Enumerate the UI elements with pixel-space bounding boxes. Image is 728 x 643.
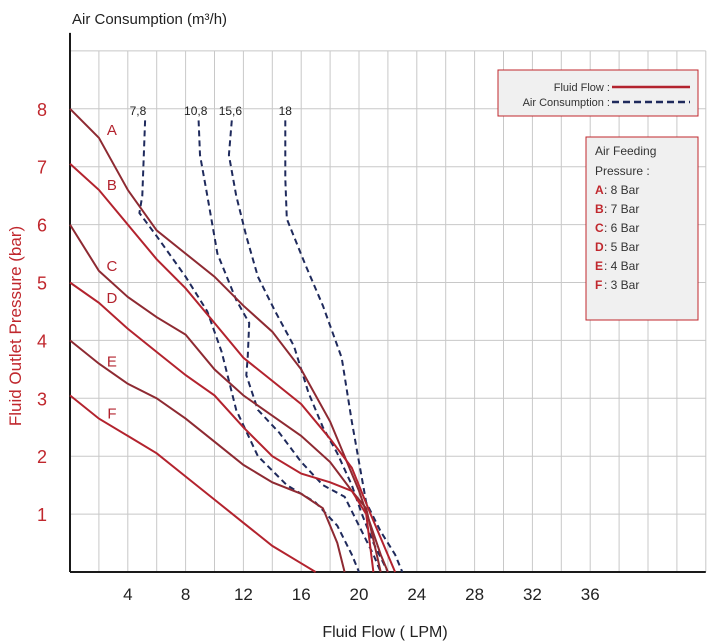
- x-tick-label: 32: [523, 585, 542, 604]
- fluid-flow-line: [69, 394, 317, 573]
- y-tick-label: 6: [37, 216, 47, 236]
- air-consumption-tick-label: 15,6: [219, 104, 243, 118]
- air-consumption-line: [197, 120, 382, 573]
- fluid-flow-series: A B CD E F: [69, 108, 397, 573]
- pressure-entry-label: : 4 Bar: [604, 259, 639, 273]
- x-tick-label: 28: [465, 585, 484, 604]
- pressure-box-title-line2: Pressure :: [595, 164, 650, 178]
- y-tick-label: 1: [37, 505, 47, 525]
- pressure-entry-key: E: [595, 259, 603, 273]
- pressure-entry-key: C: [595, 221, 604, 235]
- y-tick-label: 8: [37, 100, 47, 120]
- pressure-entry-e: E : 4 Bar: [595, 259, 639, 273]
- pressure-entry-label: : 3 Bar: [604, 278, 639, 292]
- x-tick-label: 36: [581, 585, 600, 604]
- fluid-curve-label: F: [107, 406, 116, 423]
- top-axis-title: Air Consumption (m³/h): [72, 11, 227, 28]
- air-consumption-line: [138, 120, 360, 573]
- y-tick-label: 4: [37, 331, 47, 351]
- air-consumption-line: [284, 120, 404, 573]
- x-tick-label: 16: [292, 585, 311, 604]
- pressure-entry-label: : 6 Bar: [604, 221, 639, 235]
- fluid-curve-label: E: [107, 353, 117, 370]
- x-axis-label: Fluid Flow ( LPM): [322, 624, 447, 641]
- pressure-box: Air Feeding Pressure : A : 8 Bar B : 7 B…: [585, 136, 699, 321]
- pressure-entry-key: A: [595, 183, 604, 197]
- pressure-entry-d: D : 5 Bar: [595, 240, 639, 254]
- x-tick-label: 12: [234, 585, 253, 604]
- air-consumption-tick-label: 7,8: [130, 104, 147, 118]
- air-consumption-tick-label: 18: [279, 104, 293, 118]
- pressure-entry-key: F: [595, 278, 602, 292]
- pressure-entry-label: : 7 Bar: [604, 202, 639, 216]
- pressure-entry-c: C : 6 Bar: [595, 221, 639, 235]
- pressure-entry-key: D: [595, 240, 604, 254]
- pressure-entry-f: F : 3 Bar: [595, 278, 639, 292]
- pressure-entry-a: A : 8 Bar: [595, 183, 639, 197]
- fluid-curve-label: B: [107, 177, 117, 194]
- y-axis-label: Fluid Outlet Pressure (bar): [6, 226, 25, 426]
- fluid-flow-line: [69, 281, 375, 573]
- fluid-curve-label: C: [106, 258, 117, 275]
- x-tick-label: 20: [350, 585, 369, 604]
- y-tick-label: 3: [37, 389, 47, 409]
- fluid-flow-line: [69, 339, 346, 573]
- y-tick-label: 5: [37, 274, 47, 294]
- fluid-curve-label: A: [107, 122, 117, 139]
- air-consumption-tick-label: 10,8: [184, 104, 208, 118]
- legend-fluid-flow-label: Fluid Flow :: [554, 82, 610, 94]
- pressure-box-title-line1: Air Feeding: [595, 144, 656, 158]
- x-tick-label: 8: [181, 585, 190, 604]
- pressure-entry-label: : 5 Bar: [604, 240, 639, 254]
- fluid-flow-line: [69, 108, 389, 573]
- fluid-flow-line: [69, 163, 397, 573]
- y-tick-label: 2: [37, 447, 47, 467]
- legend-box: [497, 69, 699, 117]
- x-tick-label: 24: [407, 585, 426, 604]
- pressure-box-frame: [585, 136, 699, 321]
- pressure-entry-label: : 8 Bar: [604, 183, 639, 197]
- x-tick-label: 4: [123, 585, 132, 604]
- y-tick-label: 7: [37, 158, 47, 178]
- legend-air-consumption-label: Air Consumption :: [523, 97, 610, 109]
- legend: Fluid Flow : Air Consumption :: [497, 69, 699, 117]
- fluid-curve-label: D: [106, 290, 117, 307]
- pressure-entry-b: B : 7 Bar: [595, 202, 639, 216]
- pressure-entry-key: B: [595, 202, 604, 216]
